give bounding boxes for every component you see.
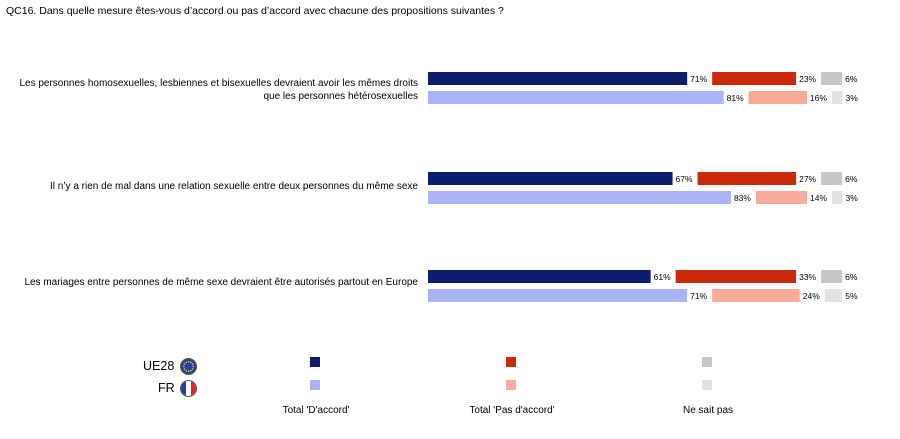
value-label-ue28-nsp-q3: 6%: [845, 272, 858, 282]
legend-label-accord: Total 'D'accord': [282, 405, 350, 416]
question-label-3: Les mariages entre personnes de même sex…: [24, 277, 418, 288]
legend-label-nsp: Ne sait pas: [682, 405, 734, 416]
legend-swatch-fr-accord: [310, 380, 320, 390]
value-label-ue28-pas-accord-q3: 33%: [799, 272, 816, 282]
bar-ue28-accord-q3: [428, 270, 651, 283]
bar-ue28-accord-q2: [428, 172, 673, 185]
value-label-fr-nsp-q3: 5%: [845, 291, 858, 301]
legend-country-ue28: UE28: [143, 359, 175, 373]
question-label-2: Il n’y a rien de mal dans une relation s…: [50, 181, 418, 192]
bar-ue28-nsp-q2: [821, 172, 843, 185]
legend-swatch-ue28-pas-accord: [506, 357, 516, 367]
value-label-fr-pas-accord-q1: 16%: [810, 93, 827, 103]
french-flag-icon: [180, 380, 197, 397]
value-label-fr-accord-q1: 81%: [727, 93, 744, 103]
legend-swatch-ue28-nsp: [702, 357, 712, 367]
legend-country-fr: FR: [158, 381, 175, 395]
bar-fr-pas-accord-q2: [755, 191, 808, 204]
value-label-fr-nsp-q1: 3%: [846, 93, 859, 103]
bar-fr-nsp-q1: [832, 91, 843, 104]
bar-ue28-nsp-q1: [821, 72, 843, 85]
bar-ue28-pas-accord-q1: [712, 72, 797, 85]
legend-swatch-fr-nsp: [702, 380, 712, 390]
value-label-ue28-nsp-q1: 6%: [845, 74, 858, 84]
value-label-fr-nsp-q2: 3%: [846, 193, 859, 203]
value-label-fr-accord-q3: 71%: [690, 291, 707, 301]
value-label-fr-pas-accord-q3: 24%: [803, 291, 820, 301]
bar-fr-accord-q2: [428, 191, 731, 204]
legend-swatch-fr-pas-accord: [506, 380, 516, 390]
bar-ue28-pas-accord-q3: [675, 270, 797, 283]
value-label-ue28-accord-q2: 67%: [676, 174, 693, 184]
bar-ue28-nsp-q3: [821, 270, 843, 283]
legend-label-pas-accord: Total 'Pas d'accord': [469, 405, 555, 416]
bar-fr-pas-accord-q1: [748, 91, 808, 104]
value-label-ue28-accord-q1: 71%: [690, 74, 707, 84]
question-label-1: Les personnes homosexuelles, lesbiennes …: [19, 78, 418, 102]
bar-ue28-pas-accord-q2: [697, 172, 797, 185]
value-label-ue28-pas-accord-q2: 27%: [799, 174, 816, 184]
chart-title: QC16. Dans quelle mesure êtes-vous d’acc…: [6, 5, 504, 17]
bar-fr-accord-q3: [428, 289, 688, 302]
value-label-ue28-pas-accord-q1: 23%: [799, 74, 816, 84]
bar-fr-nsp-q2: [832, 191, 843, 204]
value-label-fr-accord-q2: 83%: [734, 193, 751, 203]
bar-fr-pas-accord-q3: [712, 289, 800, 302]
bar-chart: 71% 23% 6% 81% 16% 3% 67% 27% 6% 83% 14% 3% 61% 33% 6%…: [428, 72, 859, 302]
legend-swatch-ue28-accord: [310, 357, 320, 367]
value-label-ue28-nsp-q2: 6%: [845, 174, 858, 184]
eu-flag-icon: [180, 358, 197, 375]
bar-fr-accord-q1: [428, 91, 724, 104]
bar-ue28-accord-q1: [428, 72, 688, 85]
value-label-ue28-accord-q3: 61%: [654, 272, 671, 282]
value-label-fr-pas-accord-q2: 14%: [810, 193, 827, 203]
bar-fr-nsp-q3: [824, 289, 843, 302]
